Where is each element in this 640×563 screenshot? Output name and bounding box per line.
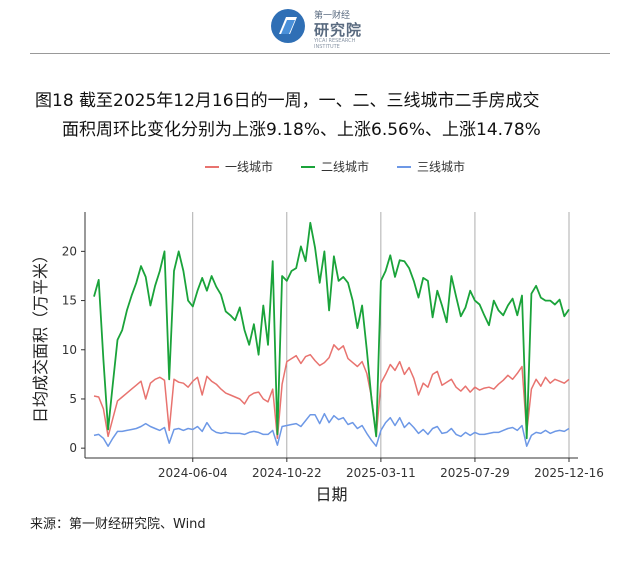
- legend-swatch-1: [205, 165, 219, 168]
- y-tick-label-0: 0: [69, 441, 77, 455]
- brand-line3: YICAI RESEARCH INSTITUTE: [314, 38, 356, 50]
- legend-item-1: 一线城市: [205, 158, 273, 175]
- x-tick-label-1: 2024-10-22: [252, 466, 322, 480]
- chart-title-line1: 图18 截至2025年12月16日的一周，一、二、三线城市二手房成交: [35, 91, 540, 111]
- legend-label-3: 三线城市: [417, 160, 466, 174]
- legend-label-1: 一线城市: [225, 160, 274, 174]
- y-tick-label-1: 5: [69, 392, 77, 406]
- x-tick-label-0: 2024-06-04: [158, 466, 228, 480]
- x-tick-label-4: 2025-12-16: [534, 466, 604, 480]
- series-line-2: [93, 221, 570, 440]
- series-line-3: [93, 412, 570, 447]
- y-tick-label-2: 10: [62, 343, 77, 357]
- y-tick-label-3: 15: [62, 294, 77, 308]
- x-tick-label-3: 2025-07-29: [440, 466, 510, 480]
- legend-swatch-2: [301, 165, 315, 168]
- brand-logo-icon: [271, 9, 305, 43]
- legend-item-3: 三线城市: [397, 158, 465, 175]
- legend-label-2: 二线城市: [321, 160, 370, 174]
- source-note: 来源：第一财经研究院、Wind: [30, 517, 206, 532]
- header-divider: [30, 53, 610, 54]
- x-axis-label: 日期: [315, 485, 347, 504]
- legend-swatch-3: [397, 165, 411, 168]
- y-tick-label-4: 20: [62, 244, 77, 258]
- brand-logo: 第一财经 研究院 YICAI RESEARCH INSTITUTE: [268, 6, 378, 50]
- brand-line2: 研究院: [314, 21, 363, 39]
- brand-line1: 第一财经: [314, 11, 351, 21]
- chart-legend: 一线城市 二线城市 三线城市: [0, 158, 640, 178]
- y-axis-label: 日均成交面积（万平米）: [31, 247, 50, 423]
- series-line-1: [93, 344, 570, 440]
- chart-title-line2: 面积周环比变化分别为上涨9.18%、上涨6.56%、上涨14.78%: [62, 120, 541, 140]
- x-tick-label-2: 2025-03-11: [346, 466, 416, 480]
- legend-item-2: 二线城市: [301, 158, 369, 175]
